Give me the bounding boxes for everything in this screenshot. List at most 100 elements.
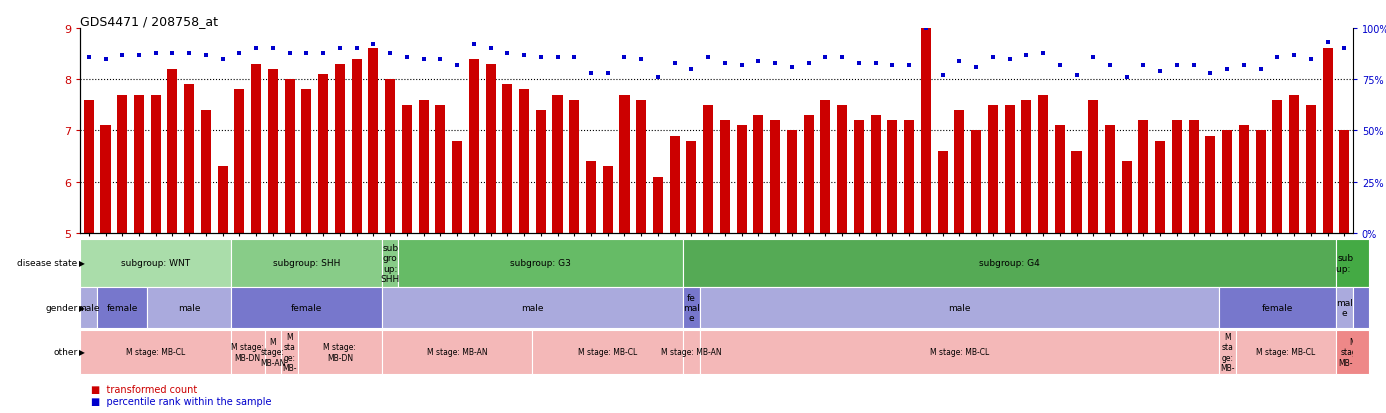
Bar [1336, 240, 1369, 287]
Bar [381, 287, 683, 328]
Bar [1322, 50, 1333, 233]
Bar [1218, 287, 1336, 328]
Point [144, 50, 166, 57]
Bar [669, 136, 679, 233]
Point [915, 26, 937, 32]
Bar [134, 95, 144, 233]
Point [245, 46, 267, 53]
Bar [837, 106, 847, 233]
Text: ▶: ▶ [79, 348, 85, 356]
Text: M
sta
ge:
MB-: M sta ge: MB- [1220, 332, 1235, 372]
Text: sub
gro
up:
SHH: sub gro up: SHH [381, 243, 399, 283]
Bar [1222, 131, 1232, 233]
Point [1216, 66, 1238, 73]
Text: M stage: MB-CL: M stage: MB-CL [578, 348, 638, 356]
Bar [972, 131, 981, 233]
Bar [683, 287, 700, 328]
Bar [231, 240, 381, 287]
Point [1033, 50, 1055, 57]
Bar [1005, 106, 1015, 233]
Bar [1239, 126, 1249, 233]
Point [881, 62, 904, 69]
Point [832, 54, 854, 61]
Point [496, 50, 518, 57]
Point [764, 60, 786, 67]
Bar [381, 330, 532, 374]
Bar [1235, 330, 1336, 374]
Point [179, 50, 201, 57]
Point [161, 50, 183, 57]
Bar [184, 85, 194, 233]
Bar [151, 95, 161, 233]
Bar [683, 330, 700, 374]
Point [546, 54, 568, 61]
Bar [532, 330, 683, 374]
Text: ■  percentile rank within the sample: ■ percentile rank within the sample [91, 396, 272, 406]
Bar [683, 240, 1336, 287]
Point [1132, 62, 1155, 69]
Text: ▶: ▶ [79, 259, 85, 268]
Bar [553, 95, 563, 233]
Text: subgroup: WNT: subgroup: WNT [121, 259, 190, 268]
Bar [419, 100, 428, 233]
Point [413, 56, 435, 63]
Point [229, 50, 251, 57]
Bar [937, 152, 948, 233]
Text: M
stage:
MB-Myc: M stage: MB-Myc [1337, 337, 1368, 367]
Point [78, 54, 100, 61]
Bar [736, 126, 747, 233]
Bar [1218, 330, 1235, 374]
Bar [1289, 95, 1299, 233]
Bar [231, 287, 381, 328]
Point [1049, 62, 1071, 69]
Bar [281, 330, 298, 374]
Point [262, 46, 284, 53]
Text: M
stage:
MB-AN: M stage: MB-AN [261, 337, 286, 367]
Point [647, 75, 669, 81]
Point [965, 64, 987, 71]
Bar [1306, 106, 1315, 233]
Point [111, 52, 133, 59]
Point [1149, 69, 1171, 75]
Point [579, 71, 602, 77]
Text: ■  transformed count: ■ transformed count [91, 384, 198, 394]
Text: M stage: MB-CL: M stage: MB-CL [126, 348, 186, 356]
Text: M stage: MB-CL: M stage: MB-CL [1256, 348, 1315, 356]
Bar [1353, 287, 1369, 328]
Point [1333, 46, 1356, 53]
Text: male: male [948, 303, 970, 312]
Bar [1206, 136, 1216, 233]
Bar [267, 70, 279, 233]
Point [1283, 52, 1306, 59]
Point [345, 46, 367, 53]
Bar [1021, 100, 1031, 233]
Point [815, 54, 837, 61]
Text: fe
mal
e: fe mal e [683, 293, 700, 323]
Bar [80, 330, 231, 374]
Text: female: female [107, 303, 139, 312]
Bar [1055, 126, 1064, 233]
Point [312, 50, 334, 57]
Point [664, 60, 686, 67]
Point [681, 66, 703, 73]
Bar [1336, 287, 1353, 328]
Bar [83, 100, 94, 233]
Point [780, 64, 802, 71]
Bar [231, 330, 265, 374]
Text: ▶: ▶ [79, 303, 85, 312]
Bar [653, 177, 663, 233]
Point [998, 56, 1020, 63]
Text: disease state: disease state [18, 259, 78, 268]
Bar [147, 287, 231, 328]
Point [848, 60, 870, 67]
Point [1199, 71, 1221, 77]
Bar [1105, 126, 1114, 233]
Text: M stage:
MB-DN: M stage: MB-DN [231, 342, 265, 362]
Bar [399, 240, 683, 287]
Point [1116, 75, 1138, 81]
Text: subgroup: G3: subgroup: G3 [510, 259, 571, 268]
Bar [854, 121, 863, 233]
Bar [1121, 162, 1132, 233]
Point [529, 54, 552, 61]
Point [1166, 62, 1188, 69]
